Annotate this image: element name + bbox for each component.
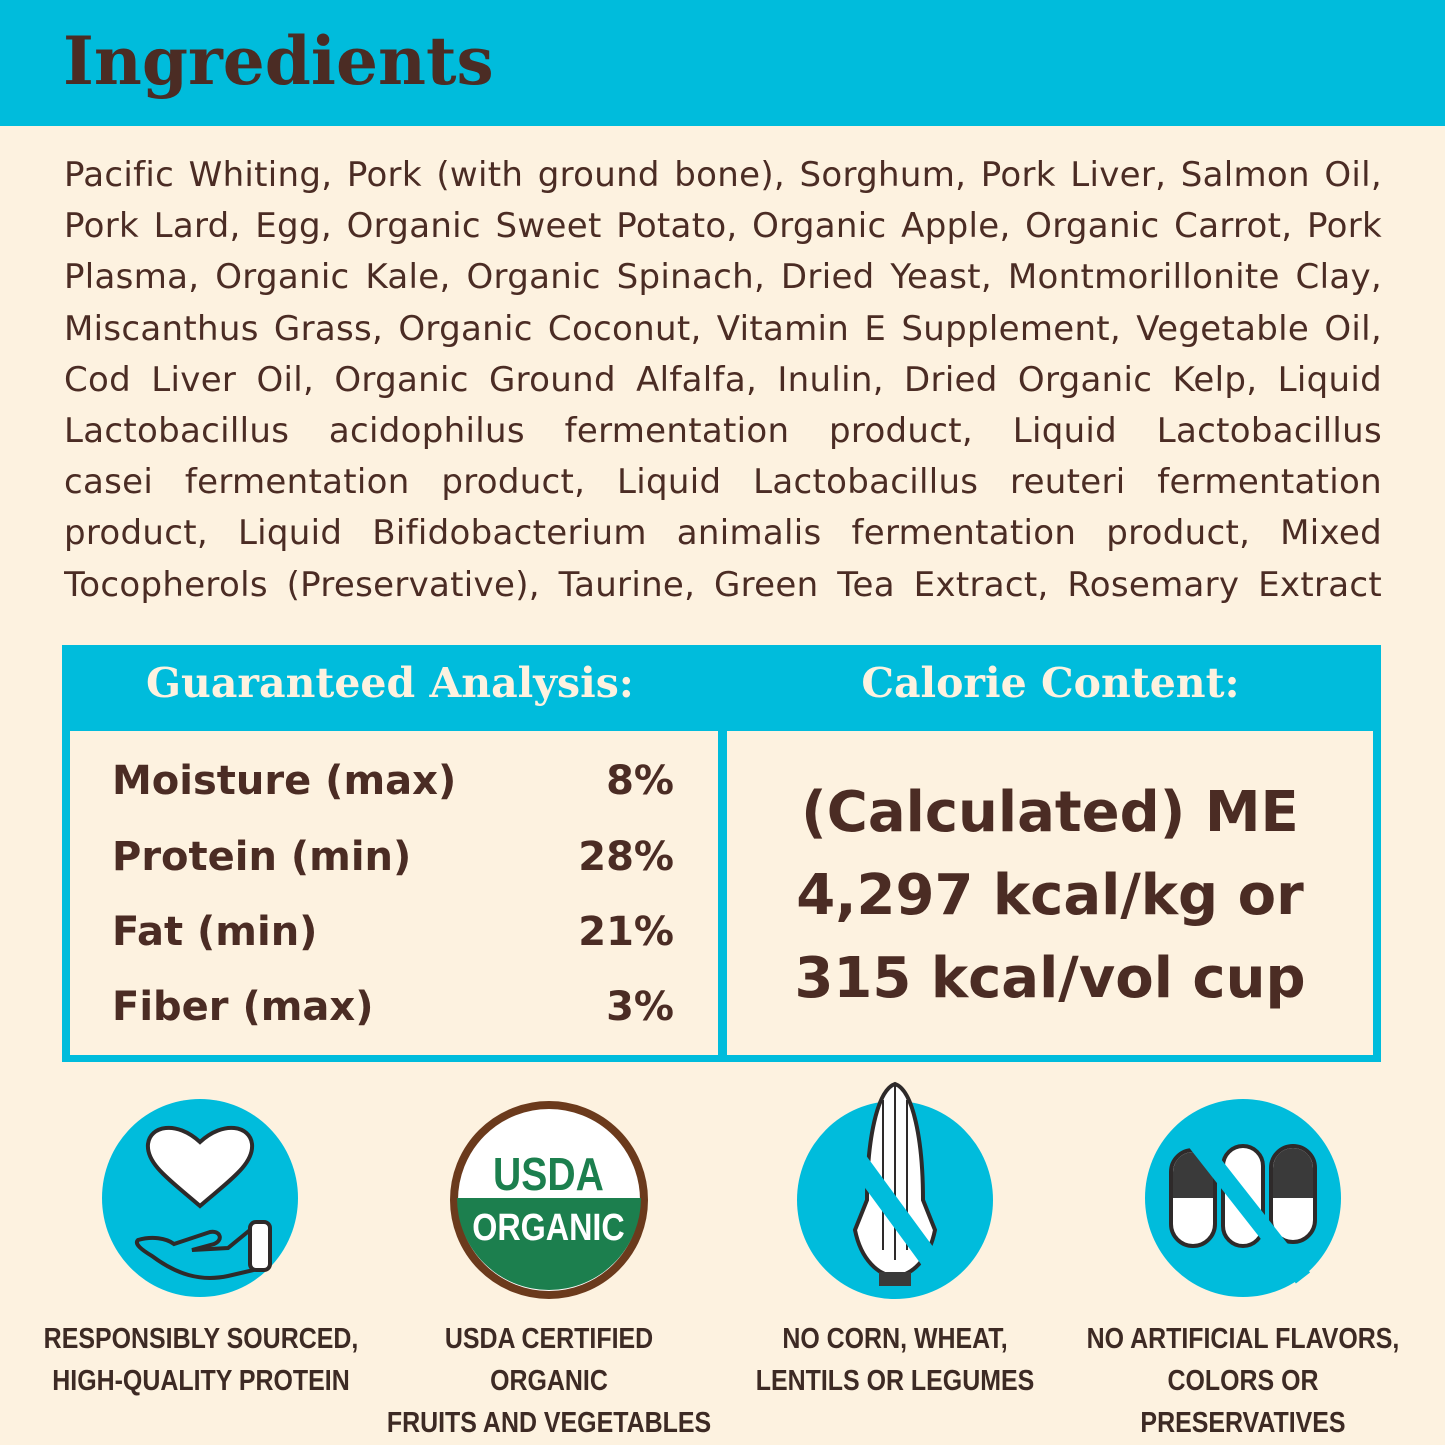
guaranteed-analysis-table: Moisture (max) 8% Protein (min) 28% Fat (m…: [70, 731, 718, 1055]
badge-label-line: COLORS OR PRESERVATIVES: [1140, 1365, 1346, 1439]
badge-label-line: NO CORN, WHEAT,: [782, 1323, 1008, 1355]
usda-organic-seal: USDA ORGANIC: [450, 1101, 648, 1299]
calorie-line: (Calculated) ME: [801, 780, 1299, 845]
badge-label-line: USDA CERTIFIED ORGANIC: [444, 1323, 654, 1397]
badge-label-organic: USDA CERTIFIED ORGANIC FRUITS AND VEGETAB…: [386, 1318, 713, 1444]
no-pills-icon: [1145, 1099, 1341, 1297]
ingredients-line: Plasma, Organic Kale, Organic Spinach, D…: [64, 257, 1382, 298]
heart-hand-icon: [102, 1099, 298, 1297]
badge-label-line: LENTILS OR LEGUMES: [755, 1365, 1035, 1397]
analysis-row: Fiber (max) 3%: [112, 977, 674, 1037]
ingredients-line: Pacific Whiting, Pork (with ground bone)…: [64, 155, 1382, 195]
badge-label-protein: RESPONSIBLY SOURCED, HIGH-QUALITY PROTEIN: [38, 1318, 365, 1402]
nutrition-box: Guaranteed Analysis: Calorie Content: Mo…: [62, 645, 1381, 1062]
calorie-line: 315 kcal/vol cup: [794, 946, 1306, 1011]
analysis-row: Protein (min) 28%: [112, 827, 674, 887]
badge-label-line: HIGH-QUALITY PROTEIN: [52, 1365, 350, 1397]
badge-label-no-artificial: NO ARTIFICIAL FLAVORS, COLORS OR PRESERVA…: [1080, 1318, 1407, 1444]
organic-seal-text: ORGANIC: [472, 1207, 624, 1249]
no-corn-icon: [797, 1081, 993, 1299]
page-title: Ingredients: [63, 22, 494, 100]
badge-label-no-corn: NO CORN, WHEAT, LENTILS OR LEGUMES: [732, 1318, 1059, 1402]
ingredients-line: Pork Lard, Egg, Organic Sweet Potato, Or…: [64, 206, 1382, 247]
badge-label-line: RESPONSIBLY SOURCED,: [43, 1323, 359, 1355]
analysis-row: Fat (min) 21%: [112, 902, 674, 962]
guaranteed-analysis-heading: Guaranteed Analysis:: [146, 659, 634, 707]
analysis-label: Moisture (max): [112, 758, 457, 804]
header-banner: Ingredients: [0, 0, 1445, 126]
ingredients-line: Miscanthus Grass, Organic Coconut, Vitam…: [64, 308, 1382, 349]
ingredients-line: casei fermentation product, Liquid Lacto…: [64, 462, 1382, 503]
analysis-label: Fat (min): [112, 909, 318, 955]
analysis-value: 21%: [578, 909, 674, 955]
calorie-content-heading: Calorie Content:: [861, 659, 1240, 707]
badge-label-line: NO ARTIFICIAL FLAVORS,: [1086, 1323, 1400, 1355]
ingredients-line: Tocopherols (Preservative), Taurine, Gre…: [64, 564, 1382, 605]
calorie-content-panel: (Calculated) ME 4,297 kcal/kg or 315 kca…: [727, 731, 1373, 1055]
ingredients-line: Cod Liver Oil, Organic Ground Alfalfa, I…: [64, 359, 1382, 400]
calorie-text: (Calculated) ME 4,297 kcal/kg or 315 kca…: [727, 771, 1373, 1020]
analysis-value: 3%: [606, 984, 674, 1030]
badge-label-line: FRUITS AND VEGETABLES: [386, 1407, 712, 1439]
ingredients-line: Lactobacillus acidophilus fermentation p…: [64, 410, 1382, 451]
ingredients-list: Pacific Whiting, Pork (with ground bone)…: [64, 150, 1382, 611]
analysis-row: Moisture (max) 8%: [112, 751, 674, 811]
analysis-value: 8%: [606, 758, 674, 804]
usda-seal-text: USDA: [493, 1149, 604, 1201]
analysis-label: Fiber (max): [112, 984, 374, 1030]
ingredients-line: product, Liquid Bifidobacterium animalis…: [64, 513, 1382, 554]
analysis-value: 28%: [578, 834, 674, 880]
analysis-label: Protein (min): [112, 834, 412, 880]
calorie-line: 4,297 kcal/kg or: [796, 863, 1304, 928]
